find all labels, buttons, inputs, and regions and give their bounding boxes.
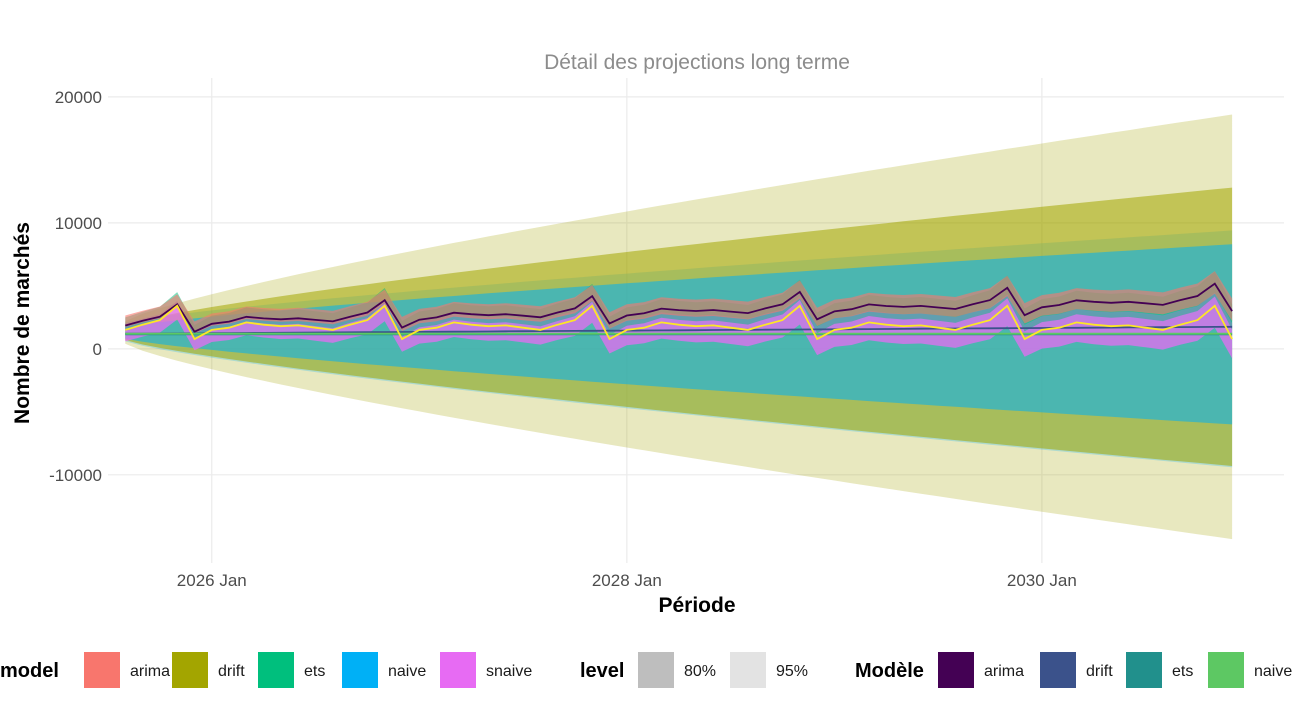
legend-label: 95% xyxy=(776,663,808,680)
legend-label: naive xyxy=(388,663,426,680)
legend: model arima drift ets naive snaive level 80% 95%… xyxy=(0,652,1292,688)
x-axis-ticks: 2026 Jan 2028 Jan 2030 Jan xyxy=(177,571,1077,590)
y-axis-title: Nombre de marchés xyxy=(11,222,34,424)
legend-label: arima xyxy=(130,663,170,680)
line-arima xyxy=(125,282,1233,333)
legend-swatch xyxy=(258,652,294,688)
legend-title: level xyxy=(580,660,624,682)
legend-title: model xyxy=(0,660,59,682)
legend-label: 80% xyxy=(684,663,716,680)
x-tick-label: 2026 Jan xyxy=(177,571,247,590)
y-tick-label: 0 xyxy=(93,340,102,359)
y-axis-ticks: 20000 10000 0 -10000 xyxy=(49,88,102,485)
legend-swatch xyxy=(84,652,120,688)
legend-swatch xyxy=(172,652,208,688)
legend-label: arima xyxy=(984,663,1024,680)
legend-label: naive xyxy=(1254,663,1292,680)
x-tick-label: 2030 Jan xyxy=(1007,571,1077,590)
band-arima xyxy=(125,271,1233,334)
legend-swatch xyxy=(938,652,974,688)
legend-label: drift xyxy=(218,663,245,680)
legend-swatch xyxy=(440,652,476,688)
y-tick-label: 10000 xyxy=(55,214,102,233)
legend-swatch xyxy=(1126,652,1162,688)
legend-label: drift xyxy=(1086,663,1113,680)
x-tick-label: 2028 Jan xyxy=(592,571,662,590)
chart-title: Détail des projections long terme xyxy=(544,51,850,74)
legend-title: Modèle xyxy=(855,660,924,682)
x-axis-title: Période xyxy=(658,594,735,617)
legend-swatch xyxy=(342,652,378,688)
legend-swatch xyxy=(638,652,674,688)
line-snaive xyxy=(125,304,1233,341)
legend-label: ets xyxy=(1172,663,1193,680)
y-tick-label: 20000 xyxy=(55,88,102,107)
line-drift xyxy=(125,325,1233,335)
legend-label: ets xyxy=(304,663,325,680)
y-tick-label: -10000 xyxy=(49,466,102,485)
legend-swatch xyxy=(1040,652,1076,688)
legend-swatch xyxy=(730,652,766,688)
legend-swatch xyxy=(1208,652,1244,688)
legend-label: snaive xyxy=(486,663,532,680)
forecast-lines xyxy=(125,282,1233,341)
